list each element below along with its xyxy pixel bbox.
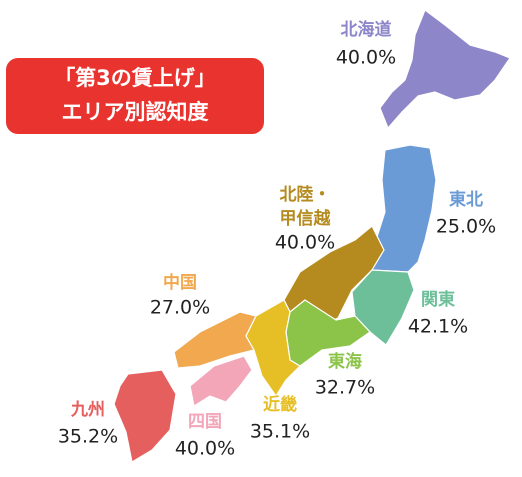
region-name: 四国: [188, 412, 222, 432]
region-value: 25.0%: [436, 216, 496, 238]
region-value: 32.7%: [315, 377, 375, 399]
title-box: [6, 58, 264, 134]
region-shape: [189, 355, 253, 407]
region-shape: [379, 9, 511, 129]
region-name: 北陸・: [280, 184, 331, 205]
region-name: 東北: [449, 189, 483, 210]
region-value: 40.0%: [275, 232, 335, 254]
region-value: 27.0%: [150, 297, 210, 319]
title-line: エリア別認知度: [62, 100, 209, 124]
region-value: 35.2%: [58, 426, 118, 448]
region-value: 35.1%: [250, 421, 310, 443]
region-shape: [245, 299, 301, 397]
region-shape: [371, 144, 437, 273]
region-name: 近畿: [263, 394, 297, 415]
region-name: 関東: [421, 289, 455, 310]
region-shape: [351, 269, 415, 346]
region-name: 甲信越: [280, 208, 332, 229]
region-name: 中国: [163, 272, 197, 293]
region-name: 東海: [328, 351, 362, 372]
region-value: 40.0%: [175, 438, 235, 460]
region-name: 九州: [70, 400, 105, 420]
title-line: 「第3の賃上げ」: [54, 66, 216, 90]
region-name: 北海道: [341, 19, 392, 40]
region-value: 40.0%: [336, 47, 396, 69]
region-value: 42.1%: [408, 316, 468, 338]
region-shape: [113, 369, 177, 463]
